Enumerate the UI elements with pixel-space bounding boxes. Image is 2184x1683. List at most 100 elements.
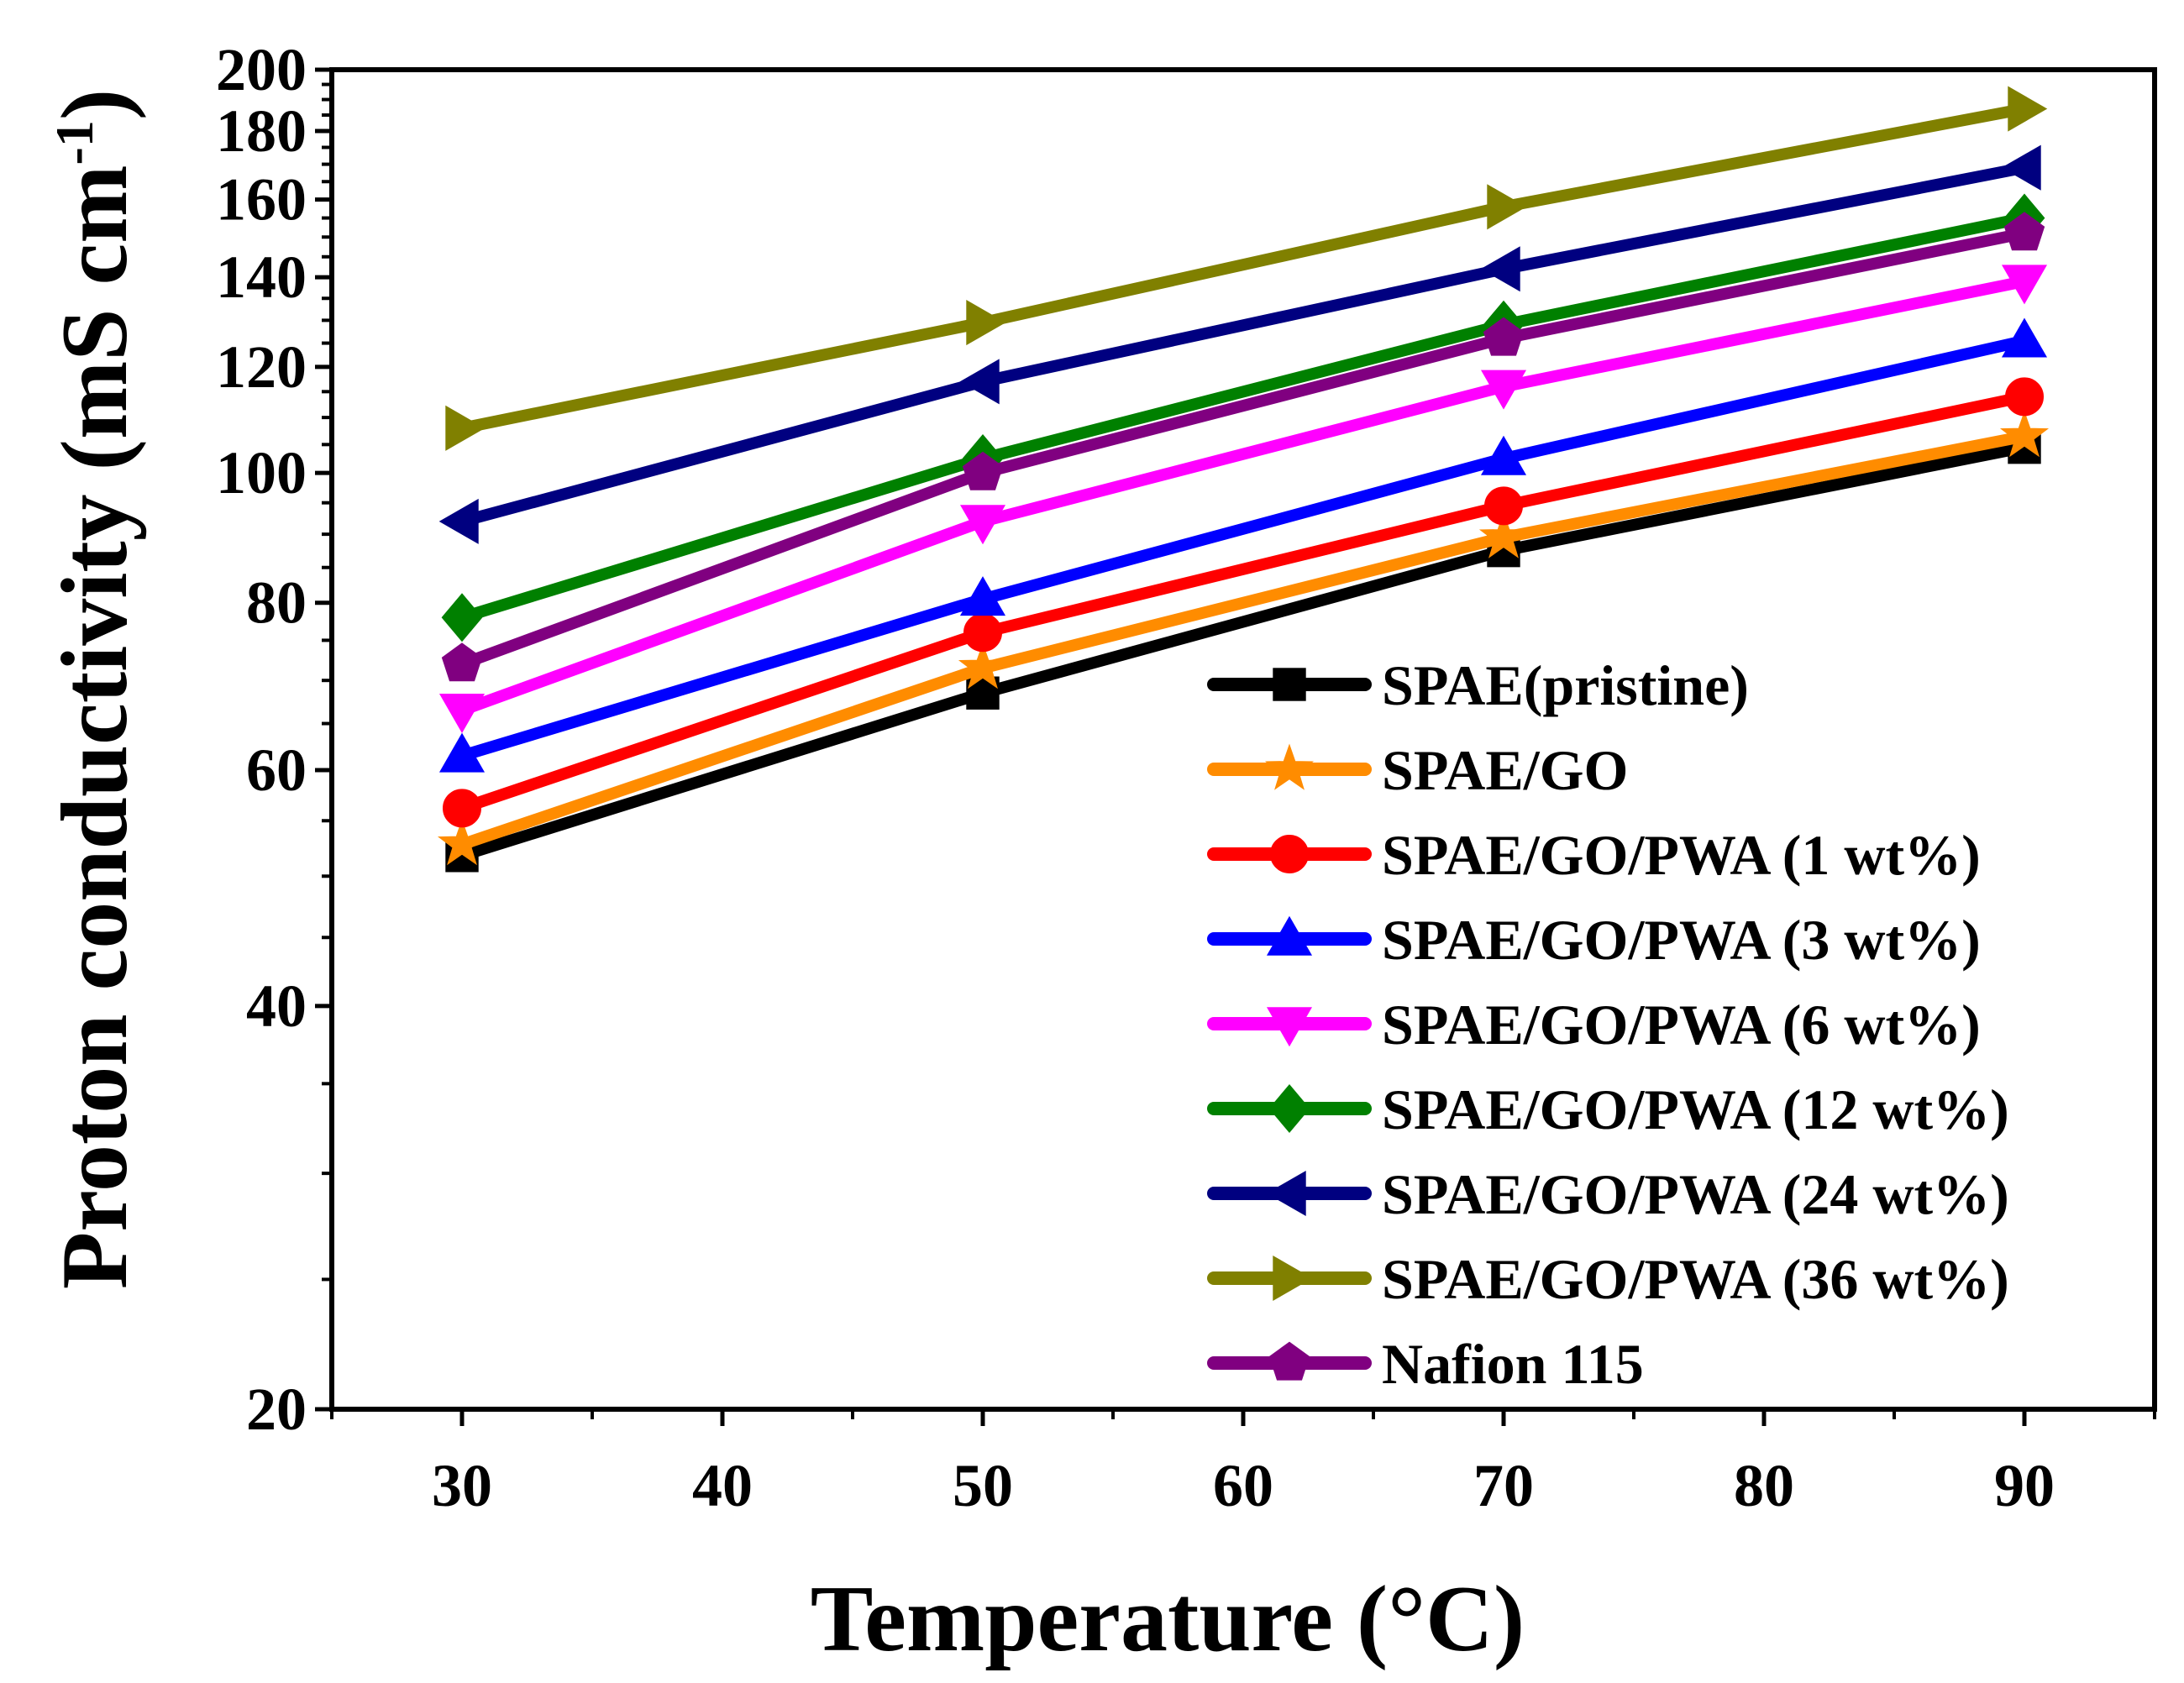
- data-point-4-50: [959, 576, 1006, 616]
- series-5: [438, 265, 2048, 734]
- data-point-7-50: [959, 359, 1000, 405]
- y-tick-label-140: 140: [216, 244, 307, 311]
- legend-marker: [1273, 1255, 1313, 1302]
- legend-marker: [1264, 743, 1315, 790]
- legend-item-5: SPAE/GO/PWA (6 wt%): [1207, 993, 1981, 1056]
- y-tick-label-80: 80: [246, 569, 307, 637]
- y-tick-label-100: 100: [216, 439, 307, 506]
- legend-item-4: SPAE/GO/PWA (3 wt%): [1207, 908, 1981, 972]
- series-9: [441, 212, 2045, 682]
- data-point-3-50: [963, 613, 1002, 653]
- series-3: [443, 377, 2044, 828]
- data-point-2-90: [1999, 410, 2050, 458]
- y-tick-label-20: 20: [246, 1376, 307, 1443]
- x-tick-label-90: 90: [1994, 1452, 2055, 1519]
- y-tick-label-60: 60: [246, 737, 307, 804]
- data-point-4-70: [1480, 435, 1527, 475]
- series-line-6: [459, 212, 2026, 623]
- series-line-3: [459, 391, 2026, 814]
- legend-item-7: SPAE/GO/PWA (24 wt%): [1207, 1162, 2009, 1226]
- data-point-8-50: [966, 300, 1006, 346]
- y-axis-title-superscript: -1: [45, 120, 104, 165]
- legend-marker: [1266, 1170, 1306, 1217]
- data-point-8-90: [2008, 86, 2048, 132]
- legend-label: SPAE/GO/PWA (36 wt%): [1382, 1247, 2009, 1311]
- data-point-7-90: [2001, 144, 2041, 191]
- data-point-3-30: [443, 789, 481, 828]
- series-8: [445, 86, 2048, 451]
- series-line-5: [459, 275, 2026, 716]
- y-tick-label-180: 180: [216, 97, 307, 165]
- series-line-1: [459, 441, 2026, 862]
- series-7: [438, 144, 2041, 544]
- data-point-9-70: [1483, 317, 1525, 356]
- y-tick-label-40: 40: [246, 973, 307, 1040]
- data-point-7-30: [438, 498, 479, 544]
- data-point-5-70: [1480, 370, 1527, 410]
- data-point-2-30: [437, 818, 487, 866]
- x-tick-label-30: 30: [432, 1452, 492, 1519]
- data-point-6-30: [441, 593, 483, 642]
- series-line-4: [459, 334, 2026, 762]
- legend-marker: [1268, 1341, 1310, 1381]
- data-point-8-70: [1487, 184, 1527, 230]
- x-tick-label-50: 50: [953, 1452, 1013, 1519]
- series-lines: [437, 86, 2050, 873]
- legend-marker: [1268, 1083, 1310, 1134]
- y-axis-title-main: Proton conductivity (mS cm: [43, 165, 147, 1289]
- legend-marker: [1270, 835, 1309, 873]
- data-point-5-50: [959, 505, 1006, 545]
- data-point-5-30: [438, 694, 486, 734]
- series-line-2: [459, 430, 2026, 851]
- legend-label: SPAE/GO: [1382, 738, 1628, 802]
- data-point-2-70: [1478, 511, 1529, 558]
- series-4: [438, 317, 2048, 773]
- data-point-2-50: [958, 642, 1008, 689]
- legend-marker: [1273, 668, 1306, 701]
- series-2: [437, 410, 2050, 866]
- series-line-8: [460, 102, 2026, 434]
- data-point-8-30: [445, 405, 486, 451]
- legend-label: SPAE/GO/PWA (3 wt%): [1382, 908, 1981, 972]
- x-tick-label-60: 60: [1213, 1452, 1273, 1519]
- legend-label: SPAE/GO/PWA (6 wt%): [1382, 993, 1981, 1056]
- legend-item-6: SPAE/GO/PWA (12 wt%): [1207, 1077, 2009, 1141]
- legend-item-3: SPAE/GO/PWA (1 wt%): [1207, 823, 1981, 887]
- x-tick-label-40: 40: [692, 1452, 753, 1519]
- data-point-9-90: [2003, 212, 2045, 251]
- series-line-9: [459, 227, 2026, 670]
- legend-item-1: SPAE(pristine): [1207, 653, 1749, 717]
- legend-label: Nafion 115: [1382, 1332, 1644, 1396]
- series-1: [445, 430, 2041, 873]
- data-point-9-30: [441, 642, 483, 682]
- x-tick-label-80: 80: [1734, 1452, 1794, 1519]
- legend-item-2: SPAE/GO: [1207, 738, 1628, 802]
- data-point-7-70: [1480, 246, 1520, 292]
- legend-item-9: Nafion 115: [1207, 1332, 1644, 1396]
- legend-label: SPAE/GO/PWA (24 wt%): [1382, 1162, 2009, 1226]
- data-point-3-70: [1484, 486, 1523, 526]
- legend-item-8: SPAE/GO/PWA (36 wt%): [1207, 1247, 2009, 1311]
- data-point-5-90: [2001, 265, 2048, 305]
- legend-marker: [1266, 915, 1313, 956]
- y-tick-label-200: 200: [216, 36, 307, 103]
- legend-label: SPAE/GO/PWA (12 wt%): [1382, 1077, 2009, 1141]
- legend-label: SPAE/GO/PWA (1 wt%): [1382, 823, 1981, 887]
- legend: SPAE(pristine) SPAE/GO SPAE/GO/PWA (1 wt%)…: [1207, 653, 2009, 1396]
- y-axis-title-close: ): [43, 89, 147, 120]
- legend-marker: [1266, 1007, 1313, 1047]
- data-point-3-90: [2005, 377, 2044, 417]
- data-point-9-50: [962, 451, 1004, 490]
- plot-frame: [329, 67, 2157, 1412]
- x-tick-label-70: 70: [1473, 1452, 1534, 1519]
- data-point-4-90: [2001, 317, 2048, 358]
- y-tick-label-120: 120: [216, 333, 307, 401]
- series-line-7: [460, 161, 2026, 527]
- x-axis-title: Temperature (°C): [811, 1567, 1525, 1671]
- data-point-4-30: [438, 732, 486, 773]
- y-axis-title: Proton conductivity (mS cm-1): [43, 89, 147, 1289]
- y-tick-label-160: 160: [216, 166, 307, 233]
- legend-label: SPAE(pristine): [1382, 653, 1749, 717]
